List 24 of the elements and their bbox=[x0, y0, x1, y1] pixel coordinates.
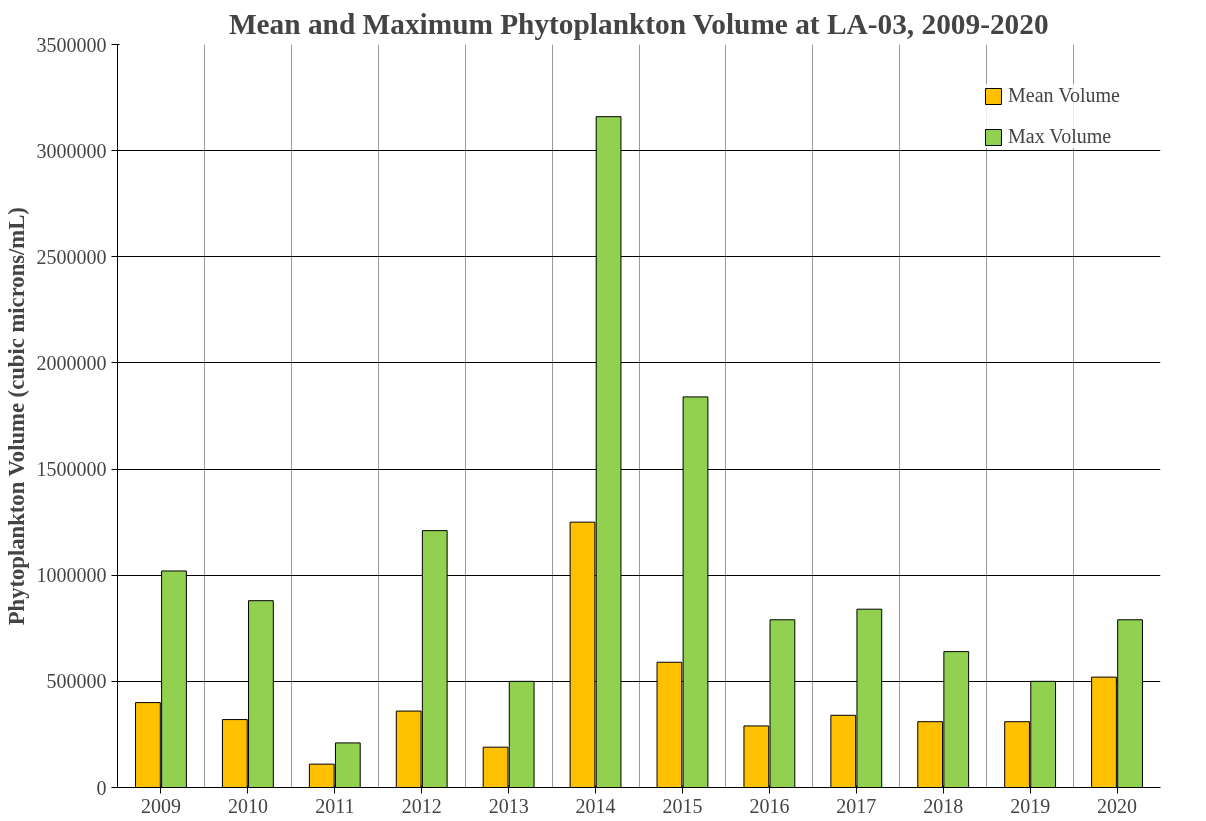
legend-label: Mean Volume bbox=[1007, 84, 1120, 107]
x-tick-label: 2011 bbox=[315, 794, 355, 817]
y-tick-label: 2000000 bbox=[36, 351, 107, 374]
x-tick-label: 2010 bbox=[227, 794, 268, 817]
y-axis-title: Phytoplankton Volume (cubic microns/mL) bbox=[3, 207, 29, 626]
x-tick-label: 2014 bbox=[575, 794, 616, 817]
x-tick-label: 2017 bbox=[836, 794, 877, 817]
y-tick-label: 3500000 bbox=[36, 33, 107, 56]
x-tick-label: 2009 bbox=[140, 794, 181, 817]
y-tick-label: 3000000 bbox=[36, 139, 107, 162]
y-tick-label: 500000 bbox=[46, 670, 107, 693]
x-tick-label: 2020 bbox=[1097, 794, 1138, 817]
y-tick-label: 1500000 bbox=[36, 458, 107, 481]
x-tick-label: 2019 bbox=[1010, 794, 1051, 817]
x-tick-label: 2013 bbox=[488, 794, 529, 817]
x-tick-label: 2015 bbox=[662, 794, 703, 817]
x-tick-label: 2012 bbox=[401, 794, 442, 817]
x-tick-label: 2016 bbox=[749, 794, 790, 817]
y-tick-label: 0 bbox=[96, 776, 107, 799]
y-tick-label: 2500000 bbox=[36, 245, 107, 268]
y-tick-label: 1000000 bbox=[36, 564, 107, 587]
x-tick-label: 2018 bbox=[923, 794, 964, 817]
legend-label: Max Volume bbox=[1007, 125, 1112, 148]
chart-title: Mean and Maximum Phytoplankton Volume at LA-03, 2009-2020 bbox=[228, 7, 1049, 40]
